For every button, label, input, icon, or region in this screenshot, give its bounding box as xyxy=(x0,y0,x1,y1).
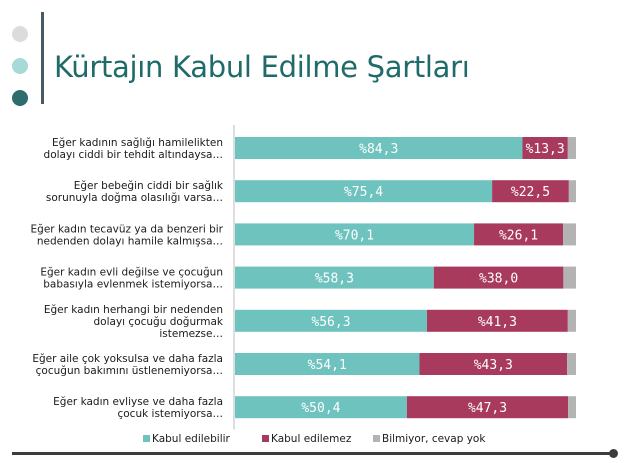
data-label: %47,3 xyxy=(468,401,507,416)
bar-2-2 xyxy=(492,180,569,203)
bar-2-3 xyxy=(474,223,564,246)
category-label-line: istemezse… xyxy=(159,328,223,340)
data-label: %56,3 xyxy=(311,315,350,330)
bar-3-7 xyxy=(568,396,576,419)
category-label-line: Eğer kadının sağlığı hamilelikten xyxy=(52,137,223,149)
bar-3-6 xyxy=(567,353,576,375)
category-label-line: dolayı çocuğu doğurmak xyxy=(94,316,224,328)
data-label: %84,3 xyxy=(359,142,398,157)
bar-1-4 xyxy=(235,266,434,289)
data-label: %43,3 xyxy=(474,358,513,373)
data-label: %41,3 xyxy=(478,315,517,330)
data-label: %70,1 xyxy=(335,228,374,243)
accent-dot-light-gray xyxy=(12,26,28,42)
data-label: %38,0 xyxy=(479,272,518,287)
bar-3-2 xyxy=(568,180,576,203)
bar-1-1 xyxy=(235,137,523,159)
legend-bilmiyor-label: Bilmiyor, cevap yok xyxy=(382,433,486,445)
category-label-line: Eğer kadın evli değilse ve çocuğun xyxy=(40,267,223,279)
category-label-line: Eğer aile çok yoksulsa ve daha fazla xyxy=(32,353,223,365)
data-label: %26,1 xyxy=(499,228,538,243)
category-label: Eğer kadın evli değilse ve çocuğun babası… xyxy=(40,267,223,291)
category-label-line: dolayı ciddi bir tehdit altındaysa… xyxy=(44,149,223,161)
slide-title: Kürtajın Kabul Edilme Şartları xyxy=(54,50,470,84)
category-label-line: çocuğun bakımını üstlenemiyorsa… xyxy=(36,365,223,377)
category-label: Eğer kadının sağlığı hamilelikten dolayı … xyxy=(44,137,223,161)
data-label: %54,1 xyxy=(308,358,347,373)
data-label: %75,4 xyxy=(344,185,383,200)
legend-bilmiyor-swatch xyxy=(373,435,380,442)
bar-1-2 xyxy=(235,180,493,203)
bar-1-5 xyxy=(235,309,427,332)
bar-2-4 xyxy=(433,266,564,289)
title-accent-bar xyxy=(41,12,44,104)
bar-2-7 xyxy=(406,396,569,419)
bar-1-7 xyxy=(235,396,407,419)
accent-dot-dark-teal xyxy=(12,90,28,106)
bar-3-5 xyxy=(567,309,576,332)
category-label-line: Eğer bebeğin ciddi bir sağlık xyxy=(74,180,224,192)
legend-kabul-edilebilir-label: Kabul edilebilir xyxy=(152,433,231,445)
category-label: Eğer kadın herhangi bir nedenden dolayı ç… xyxy=(44,304,224,340)
category-label-line: çocuk istemiyorsa… xyxy=(117,408,223,420)
category-label: Eğer bebeğin ciddi bir sağlık sorunuyla d… xyxy=(46,180,224,204)
data-label: %22,5 xyxy=(511,185,550,200)
bar-2-5 xyxy=(426,309,568,332)
footer-divider xyxy=(12,452,615,455)
legend-kabul-edilemez-label: Kabul edilemez xyxy=(271,433,352,445)
category-label: Eğer kadın tecavüz ya da benzeri bir nede… xyxy=(31,223,224,247)
category-label-line: Eğer kadın herhangi bir nedenden xyxy=(44,304,223,316)
category-label-line: babasıyla evlenmek istemiyorsa… xyxy=(43,279,223,291)
data-label: %13,3 xyxy=(526,142,565,157)
legend-kabul-edilebilir-swatch xyxy=(143,435,150,442)
bar-1-3 xyxy=(235,223,475,246)
category-label-line: Eğer kadın tecavüz ya da benzeri bir xyxy=(31,223,224,235)
category-label-line: nedenden dolayı hamile kalmışsa… xyxy=(37,235,223,247)
category-label-line: Eğer kadın evliyse ve daha fazla xyxy=(53,396,223,408)
legend-kabul-edilemez-swatch xyxy=(262,435,269,442)
category-label: Eğer kadın evliyse ve daha fazla çocuk is… xyxy=(53,396,223,420)
data-label: %50,4 xyxy=(301,401,340,416)
footer-divider-dot xyxy=(609,449,618,458)
category-label-line: sorunuyla doğma olasılığı varsa… xyxy=(46,192,223,204)
bar-3-4 xyxy=(563,266,576,289)
category-label: Eğer aile çok yoksulsa ve daha fazla çocu… xyxy=(32,353,223,377)
bar-2-1 xyxy=(522,137,568,159)
bar-3-3 xyxy=(563,223,576,246)
bar-1-6 xyxy=(235,353,420,375)
bar-2-6 xyxy=(419,353,568,375)
accent-dot-light-teal xyxy=(12,58,28,74)
bar-3-1 xyxy=(567,137,576,159)
data-label: %58,3 xyxy=(315,272,354,287)
